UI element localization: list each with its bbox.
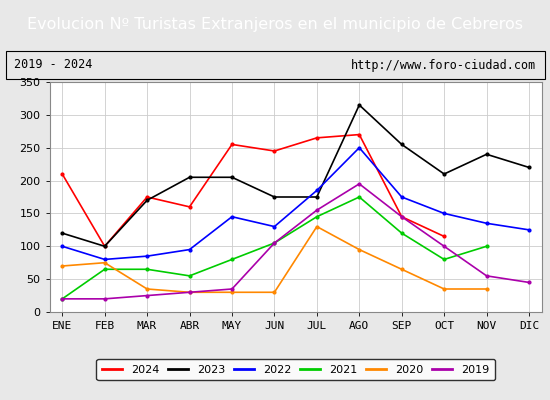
FancyBboxPatch shape — [6, 51, 544, 79]
Legend: 2024, 2023, 2022, 2021, 2020, 2019: 2024, 2023, 2022, 2021, 2020, 2019 — [96, 359, 495, 380]
Text: http://www.foro-ciudad.com: http://www.foro-ciudad.com — [351, 58, 536, 72]
Text: Evolucion Nº Turistas Extranjeros en el municipio de Cebreros: Evolucion Nº Turistas Extranjeros en el … — [27, 16, 523, 32]
Text: 2019 - 2024: 2019 - 2024 — [14, 58, 92, 72]
